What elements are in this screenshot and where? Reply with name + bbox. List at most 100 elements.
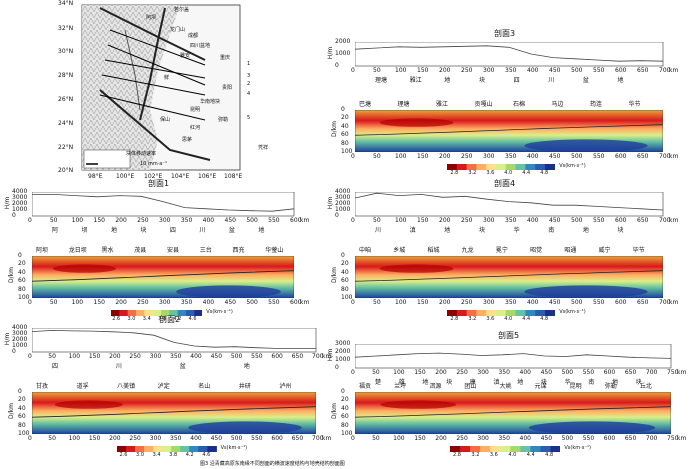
place-label: 保山 (160, 117, 171, 123)
block-label: 康 (469, 379, 476, 386)
colorbar-tick: 4.8 (545, 452, 554, 458)
distance-tick: 550 (268, 217, 280, 224)
colorbar-swatch (117, 446, 127, 452)
distance-tick: 600 (603, 435, 616, 442)
colorbar-tick: 3.4 (142, 316, 151, 322)
colorbar-swatch (520, 446, 531, 452)
distance-tick: 200 (435, 369, 447, 376)
colorbar (110, 310, 203, 316)
distance-tick: 600 (290, 299, 302, 306)
map-legend-box (83, 149, 131, 169)
colorbar-swatch (198, 446, 209, 452)
distance-tick: 200 (439, 299, 451, 306)
town-label: 马边 (551, 101, 564, 108)
town-label: 名山 (198, 383, 211, 390)
colorbar-tick: 4.2 (173, 316, 182, 322)
depth-axis-label: D/km (330, 267, 338, 283)
distance-tick: 0 (351, 153, 355, 160)
height-axis-label: H/m (327, 348, 335, 362)
distance-tick: 750 (667, 435, 679, 442)
colorbar-swatch (118, 310, 128, 316)
place-label: 重庆 (220, 55, 231, 61)
town-label: 八美镇 (117, 383, 136, 390)
distance-tick: 700 (659, 153, 671, 160)
depth-tick: 20 (341, 114, 349, 122)
distance-tick: 500 (561, 435, 574, 442)
block-label: 滇 (493, 379, 500, 386)
colorbar-swatch (515, 164, 527, 170)
colorbar-tick: 2.6 (119, 452, 128, 458)
colorbar-swatch (466, 164, 478, 170)
town-label: 中咱 (359, 247, 372, 254)
distance-tick: 300 (159, 217, 171, 224)
colorbar-tick: 3.0 (127, 316, 136, 322)
height-tick: 1000 (12, 206, 28, 213)
profile-number: 5 (247, 115, 251, 121)
depth-tick: 0 (341, 252, 345, 259)
colorbar-swatch (171, 446, 181, 452)
colorbar-swatch (135, 310, 145, 316)
colorbar-swatch (496, 310, 507, 316)
distance-tick: 700 (659, 217, 671, 224)
depth-tick: 100 (341, 148, 353, 155)
block-label: 地 (243, 363, 250, 370)
colorbar-tick: 4.0 (504, 316, 513, 322)
town-label: 甘孜 (36, 383, 49, 390)
block-label: 地 (517, 379, 524, 386)
lat-label: 32°N (58, 25, 74, 32)
depth-tick: 100 (341, 294, 353, 301)
legend-scale: 10 mm·a⁻¹ (140, 161, 167, 167)
distance-tick: 650 (624, 435, 637, 442)
colorbar-swatch (506, 164, 517, 170)
distance-tick: 500 (230, 353, 243, 360)
profile-title: 剖面5 (498, 331, 520, 340)
town-label: 昭觉 (530, 247, 543, 254)
height-axis-label: H/m (327, 196, 335, 210)
distance-tick: 200 (439, 67, 451, 74)
place-label: 贵阳 (222, 85, 233, 91)
distance-tick: 450 (210, 353, 223, 360)
distance-tick: 600 (615, 299, 627, 306)
town-label: 理塘 (397, 101, 410, 108)
height-axis-label: H/m (4, 196, 12, 210)
town-label: 泸州 (279, 383, 292, 390)
town-label: 毕节 (632, 247, 645, 254)
distance-tick: 350 (498, 435, 510, 442)
fault-line (139, 7, 166, 121)
high-velocity-zone (524, 139, 648, 152)
depth-axis-label: D/km (330, 403, 338, 419)
figure-caption: 图3 沿青藏高原东南缘不同剖面的横波速度结构与地壳结构剖面图 (200, 461, 345, 467)
colorbar-tick: 4.8 (540, 170, 549, 176)
distance-tick: 100 (71, 217, 84, 224)
distance-tick: 200 (439, 153, 451, 160)
colorbar-swatch (469, 446, 481, 452)
distance-tick: 100 (395, 217, 407, 224)
topo-line (355, 352, 672, 359)
block-label: 南 (548, 227, 555, 234)
distance-tick: 500 (230, 435, 243, 442)
distance-tick: 50 (373, 153, 381, 160)
distance-tick: 300 (149, 435, 162, 442)
block-label: 四 (52, 363, 59, 370)
velocity-section (32, 256, 294, 298)
block-label: 块 (478, 77, 485, 84)
colorbar-tick: 3.8 (169, 452, 178, 458)
distance-tick: 200 (109, 435, 121, 442)
town-label: 安县 (167, 247, 180, 254)
distance-tick: 450 (540, 369, 553, 376)
distance-tick: 350 (505, 67, 517, 74)
distance-tick: 450 (210, 435, 223, 442)
height-tick: 2000 (335, 200, 351, 207)
block-label: 坝 (81, 227, 88, 234)
height-tick: 2000 (12, 200, 28, 207)
moho-line (32, 270, 294, 282)
colorbar-swatch (550, 446, 561, 452)
distance-tick: 200 (109, 353, 121, 360)
distance-tick: 650 (624, 369, 637, 376)
legend-label: 块体移动速率 (126, 151, 157, 157)
km-unit: km (669, 299, 679, 306)
distance-tick: 550 (593, 153, 605, 160)
place-label: 凭祥 (258, 145, 269, 151)
km-unit: km (677, 435, 687, 442)
colorbar-swatch (457, 310, 468, 316)
